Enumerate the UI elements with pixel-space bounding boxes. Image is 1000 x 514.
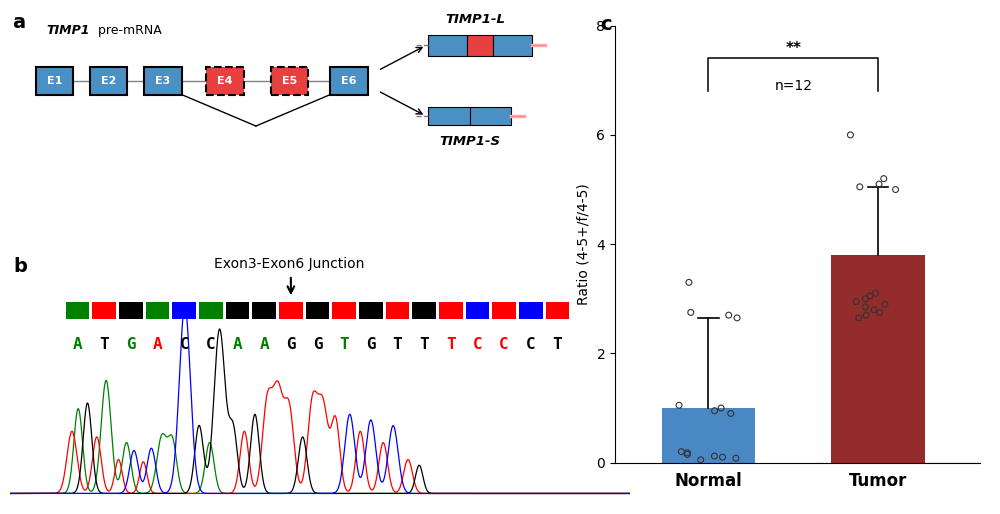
Text: T: T [99,337,109,352]
Text: **: ** [785,41,801,56]
Point [721,311,737,319]
FancyBboxPatch shape [172,302,196,319]
Text: TIMP1-L: TIMP1-L [445,13,505,26]
Point [857,295,873,303]
Text: G: G [286,337,296,352]
Point [723,409,739,417]
Point [888,186,904,194]
Text: C: C [499,337,509,352]
FancyBboxPatch shape [493,35,532,56]
Text: E3: E3 [155,76,171,86]
Text: A: A [153,337,162,352]
Point [857,303,873,311]
Point [862,292,878,300]
Point [872,308,888,317]
Point [679,450,695,458]
FancyBboxPatch shape [90,67,127,95]
Text: T: T [553,337,562,352]
Text: TIMP1: TIMP1 [46,24,90,37]
Text: T: T [339,337,349,352]
FancyBboxPatch shape [206,67,244,95]
FancyBboxPatch shape [146,302,169,319]
Text: T: T [446,337,456,352]
FancyBboxPatch shape [519,302,543,319]
Point [729,314,745,322]
FancyBboxPatch shape [428,107,511,125]
FancyBboxPatch shape [428,35,467,56]
Point [848,298,864,306]
Point [852,182,868,191]
Text: C: C [473,337,482,352]
Point [707,407,723,415]
FancyBboxPatch shape [119,302,143,319]
Text: A: A [259,337,269,352]
FancyBboxPatch shape [199,302,223,319]
Text: G: G [126,337,136,352]
FancyBboxPatch shape [467,35,493,56]
Point [681,278,697,286]
Text: Exon3-Exon6 Junction: Exon3-Exon6 Junction [214,257,364,271]
Text: G: G [366,337,376,352]
Text: E1: E1 [47,76,62,86]
FancyBboxPatch shape [466,302,489,319]
FancyBboxPatch shape [546,302,569,319]
FancyBboxPatch shape [271,67,308,95]
Y-axis label: Ratio (4-5+/f/4-5): Ratio (4-5+/f/4-5) [577,183,591,305]
Text: a: a [13,13,26,32]
FancyBboxPatch shape [144,67,182,95]
Bar [831,255,925,463]
FancyBboxPatch shape [412,302,436,319]
Point [679,449,695,457]
Text: TIMP1-S: TIMP1-S [439,135,500,148]
Point [715,453,731,461]
Point [866,305,882,314]
FancyBboxPatch shape [439,302,463,319]
Text: E6: E6 [341,76,357,86]
FancyBboxPatch shape [492,302,516,319]
Text: E4: E4 [217,76,233,86]
Point [713,404,729,412]
FancyBboxPatch shape [226,302,249,319]
Text: T: T [419,337,429,352]
FancyBboxPatch shape [330,67,368,95]
Point [877,300,893,308]
Point [671,401,687,409]
Text: n=12: n=12 [774,79,812,93]
Text: A: A [73,337,82,352]
Point [693,456,709,464]
FancyBboxPatch shape [359,302,383,319]
FancyBboxPatch shape [332,302,356,319]
Point [673,448,689,456]
FancyBboxPatch shape [66,302,89,319]
Text: T: T [393,337,402,352]
Text: C: C [179,337,189,352]
Text: pre-mRNA: pre-mRNA [94,24,161,37]
Text: C: C [206,337,216,352]
Text: E5: E5 [282,76,297,86]
Text: G: G [313,337,322,352]
Point [867,289,883,298]
FancyBboxPatch shape [279,302,303,319]
Point [683,308,699,317]
Point [842,131,858,139]
Text: E2: E2 [101,76,116,86]
FancyBboxPatch shape [252,302,276,319]
Point [851,314,867,322]
FancyBboxPatch shape [386,302,409,319]
FancyBboxPatch shape [36,67,73,95]
Bar [662,408,755,463]
Point [871,180,887,188]
FancyBboxPatch shape [306,302,329,319]
FancyBboxPatch shape [92,302,116,319]
Text: C: C [526,337,536,352]
Text: c: c [600,15,612,34]
Text: b: b [13,257,27,276]
Point [728,454,744,463]
Point [876,175,892,183]
Point [858,311,874,319]
Point [706,452,722,460]
Text: A: A [233,337,242,352]
